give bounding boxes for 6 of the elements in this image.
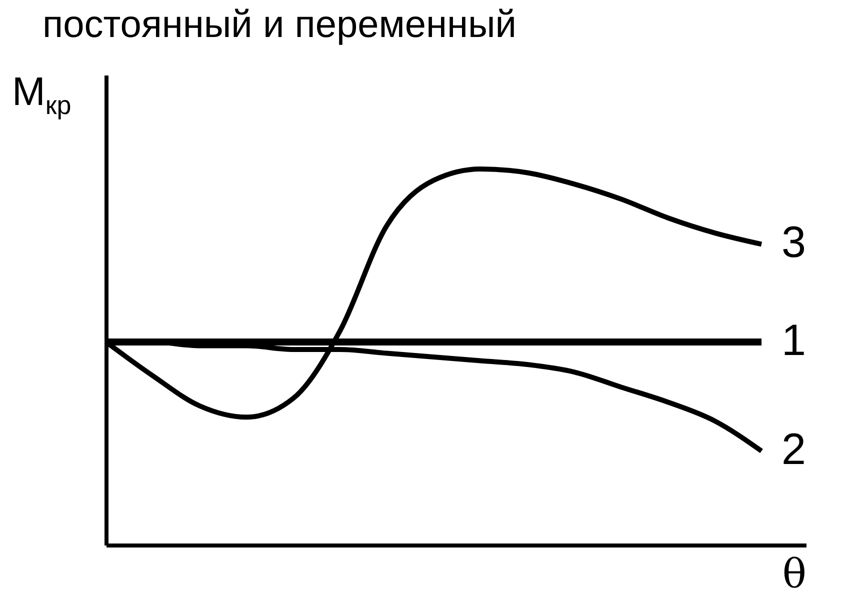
series-label: 3 (782, 218, 806, 268)
y-axis-title: M$_{кр}$ (12, 70, 72, 121)
series-label: 2 (782, 425, 806, 474)
chart-title: постоянный и переменный (42, 4, 516, 46)
series-label: 1 (782, 316, 806, 365)
x-axis-title: θ (782, 552, 806, 598)
